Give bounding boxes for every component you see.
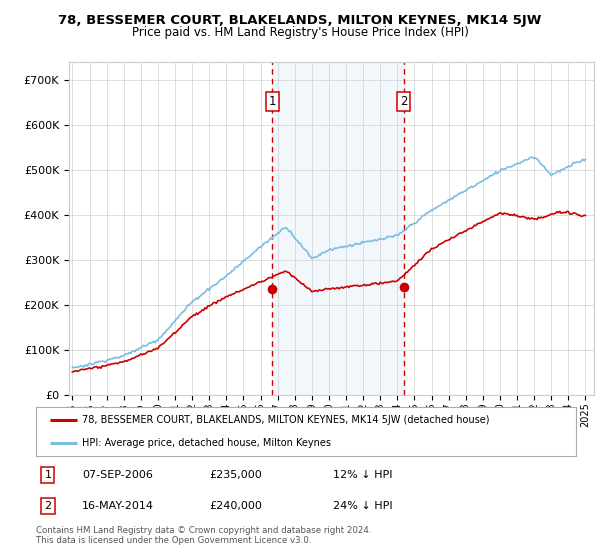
Text: £240,000: £240,000 xyxy=(209,501,262,511)
Text: 78, BESSEMER COURT, BLAKELANDS, MILTON KEYNES, MK14 5JW (detached house): 78, BESSEMER COURT, BLAKELANDS, MILTON K… xyxy=(82,416,490,426)
Text: 12% ↓ HPI: 12% ↓ HPI xyxy=(333,470,392,480)
Text: 1: 1 xyxy=(269,95,276,108)
Text: 2: 2 xyxy=(44,501,52,511)
Text: Contains HM Land Registry data © Crown copyright and database right 2024.: Contains HM Land Registry data © Crown c… xyxy=(36,526,371,535)
Bar xyxy=(272,62,404,395)
Text: 16-MAY-2014: 16-MAY-2014 xyxy=(82,501,154,511)
Text: £235,000: £235,000 xyxy=(209,470,262,480)
Text: 78, BESSEMER COURT, BLAKELANDS, MILTON KEYNES, MK14 5JW: 78, BESSEMER COURT, BLAKELANDS, MILTON K… xyxy=(58,14,542,27)
Text: Price paid vs. HM Land Registry's House Price Index (HPI): Price paid vs. HM Land Registry's House … xyxy=(131,26,469,39)
Text: 2: 2 xyxy=(400,95,407,108)
Text: This data is licensed under the Open Government Licence v3.0.: This data is licensed under the Open Gov… xyxy=(36,536,311,545)
Text: 07-SEP-2006: 07-SEP-2006 xyxy=(82,470,153,480)
Text: HPI: Average price, detached house, Milton Keynes: HPI: Average price, detached house, Milt… xyxy=(82,438,331,448)
Text: 1: 1 xyxy=(44,470,52,480)
Text: 24% ↓ HPI: 24% ↓ HPI xyxy=(333,501,392,511)
